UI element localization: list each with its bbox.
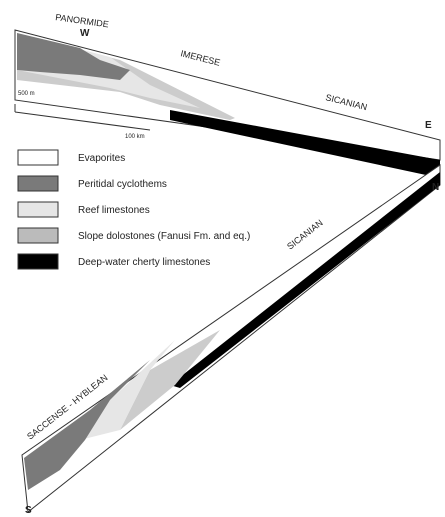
region-label: SICANIAN: [325, 92, 369, 112]
upper-section: [14, 29, 441, 178]
slope-zone: [120, 330, 220, 430]
region-label: SICANIAN: [285, 218, 325, 252]
legend-swatch: [17, 253, 59, 270]
scale-label: 500 m: [18, 91, 35, 97]
legend-label: Peritidal cyclothems: [78, 179, 167, 190]
peritidal-zone: [17, 33, 130, 80]
direction-label: S: [25, 505, 32, 516]
legend-label: Deep-water cherty limestones: [78, 257, 210, 268]
legend-swatch: [17, 227, 59, 244]
peritidal-zone: [24, 360, 150, 490]
legend-swatch: [17, 201, 59, 218]
direction-label: E: [425, 120, 432, 131]
scale-label: 100 km: [125, 134, 145, 140]
reef-zone: [80, 340, 175, 440]
deep-water-zone: [170, 172, 440, 388]
legend-swatch: [17, 149, 59, 166]
region-label: PANORMIDE: [55, 12, 110, 29]
scale-bar: [14, 111, 151, 131]
region-label: IMERESE: [180, 48, 222, 68]
deep-water-zone: [170, 110, 440, 178]
legend-swatch: [17, 175, 59, 192]
legend-label: Evaporites: [78, 153, 125, 164]
lower-section: [21, 164, 441, 513]
direction-label: N: [432, 182, 439, 193]
legend: Evaporites Peritidal cyclothems Reef lim…: [17, 149, 250, 270]
legend-label: Slope dolostones (Fanusi Fm. and eq.): [78, 231, 250, 242]
legend-label: Reef limestones: [78, 205, 150, 216]
direction-label: W: [80, 28, 90, 39]
